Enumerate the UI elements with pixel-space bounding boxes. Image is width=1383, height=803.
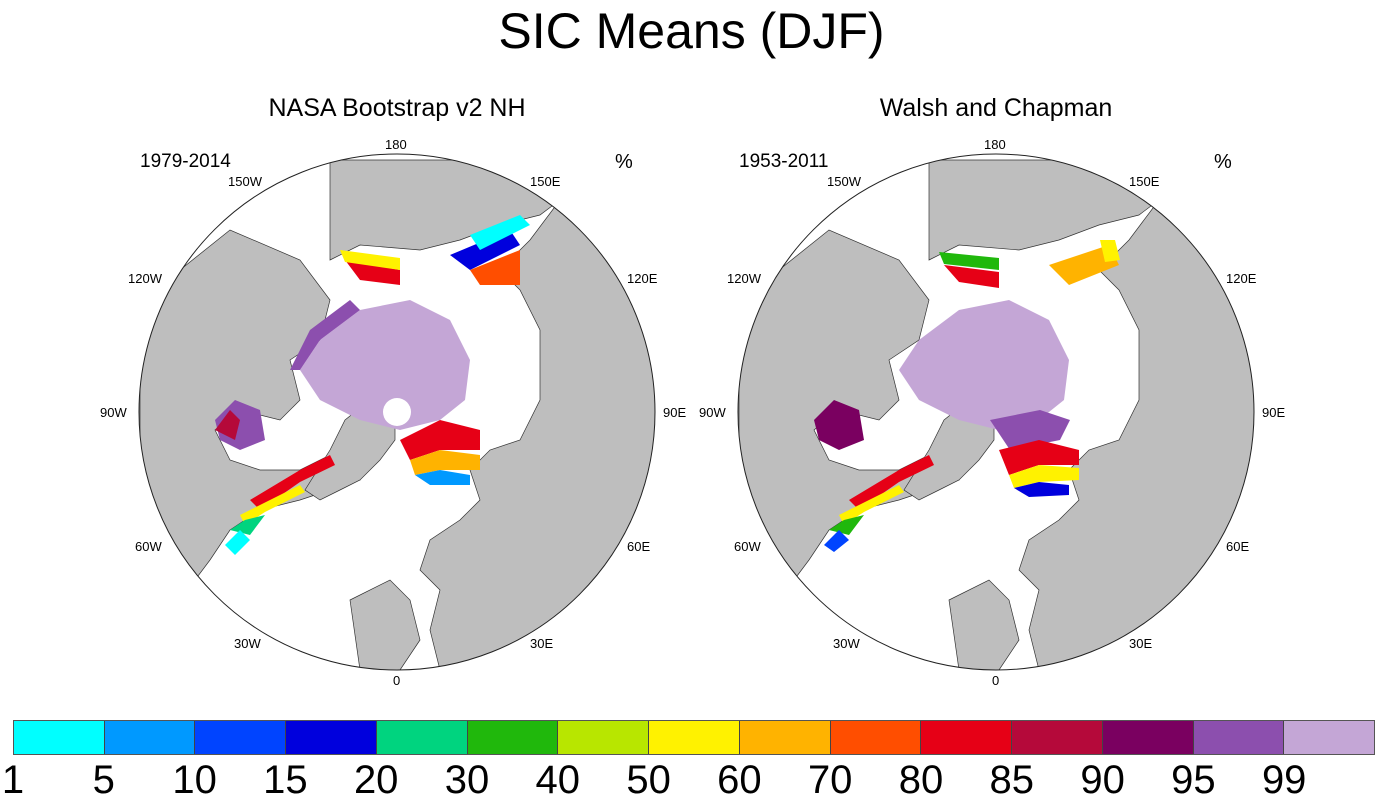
lon-label-60w-left: 60W	[135, 539, 162, 554]
colorbar-label: 20	[353, 758, 399, 802]
colorbar-cell	[921, 721, 1013, 754]
lon-label-30e-right: 30E	[1129, 636, 1153, 651]
ice-hudson-edge	[215, 410, 240, 440]
colorbar-label: 50	[626, 758, 671, 802]
lon-label-150w-left: 150W	[228, 174, 262, 189]
lon-label-30w-left: 30W	[234, 636, 261, 651]
lon-label-180-left: 180	[385, 137, 407, 152]
panel-title-right: Walsh and Chapman	[879, 94, 1113, 122]
colorbar	[13, 720, 1375, 755]
lon-label-30w-right: 30W	[833, 636, 860, 651]
unit-right: %	[1214, 151, 1232, 173]
colorbar-cell	[1012, 721, 1103, 754]
colorbar-cell	[104, 721, 196, 754]
period-left: 1979-2014	[140, 151, 231, 172]
colorbar-label: 40	[535, 758, 581, 802]
map-right	[738, 154, 1254, 670]
lon-label-30e-left: 30E	[530, 636, 554, 651]
colorbar-label: 90	[1080, 758, 1125, 802]
lon-label-0-left: 0	[393, 673, 401, 688]
lon-label-90w-right: 90W	[699, 405, 726, 420]
colorbar-label: 95	[1171, 758, 1216, 802]
period-right: 1953-2011	[739, 151, 829, 172]
lon-label-90e-left: 90E	[663, 405, 687, 420]
colorbar-cell	[739, 721, 831, 754]
lon-label-150w-right: 150W	[827, 174, 861, 189]
lon-label-150e-right: 150E	[1129, 174, 1160, 189]
colorbar-label: 15	[263, 758, 308, 802]
lon-label-0-right: 0	[992, 673, 1000, 688]
panel-title-left: NASA Bootstrap v2 NH	[268, 94, 526, 122]
colorbar-cell	[830, 721, 922, 754]
colorbar-cell	[1102, 721, 1194, 754]
lon-label-60e-right: 60E	[1226, 539, 1250, 554]
colorbar-label: 60	[717, 758, 762, 802]
colorbar-cell	[649, 721, 740, 754]
colorbar-cell	[286, 721, 377, 754]
colorbar-label: 85	[989, 758, 1035, 802]
figure-title: SIC Means (DJF)	[498, 3, 885, 59]
colorbar-label: 70	[807, 758, 853, 802]
ice-ring-95	[290, 300, 360, 370]
lon-label-150e-left: 150E	[530, 174, 561, 189]
lon-label-120e-right: 120E	[1226, 271, 1257, 286]
colorbar-label: 5	[92, 758, 115, 802]
lon-label-120w-left: 120W	[128, 271, 162, 286]
lon-label-120w-right: 120W	[727, 271, 761, 286]
colorbar-label: 99	[1261, 758, 1307, 802]
colorbar-cell	[467, 721, 559, 754]
colorbar-cell	[1193, 721, 1285, 754]
land-europe	[349, 579, 421, 670]
colorbar-cell	[558, 721, 650, 754]
lon-label-60w-right: 60W	[734, 539, 761, 554]
colorbar-cell	[195, 721, 287, 754]
colorbar-label: 1	[1, 758, 25, 802]
lon-label-60e-left: 60E	[627, 539, 651, 554]
colorbar-cell	[14, 721, 105, 754]
lon-label-120e-left: 120E	[627, 271, 658, 286]
lon-label-90w-left: 90W	[100, 405, 127, 420]
unit-left: %	[615, 151, 633, 173]
colorbar-label: 30	[444, 758, 490, 802]
colorbar-cell	[376, 721, 468, 754]
lon-label-180-right: 180	[984, 137, 1006, 152]
ice-hudson	[215, 400, 265, 450]
ice-central-arctic	[300, 300, 470, 430]
pole-hole	[383, 398, 411, 426]
colorbar-label: 80	[898, 758, 944, 802]
colorbar-cell	[1284, 721, 1375, 754]
lon-label-90e-right: 90E	[1262, 405, 1286, 420]
colorbar-label: 10	[172, 758, 217, 802]
